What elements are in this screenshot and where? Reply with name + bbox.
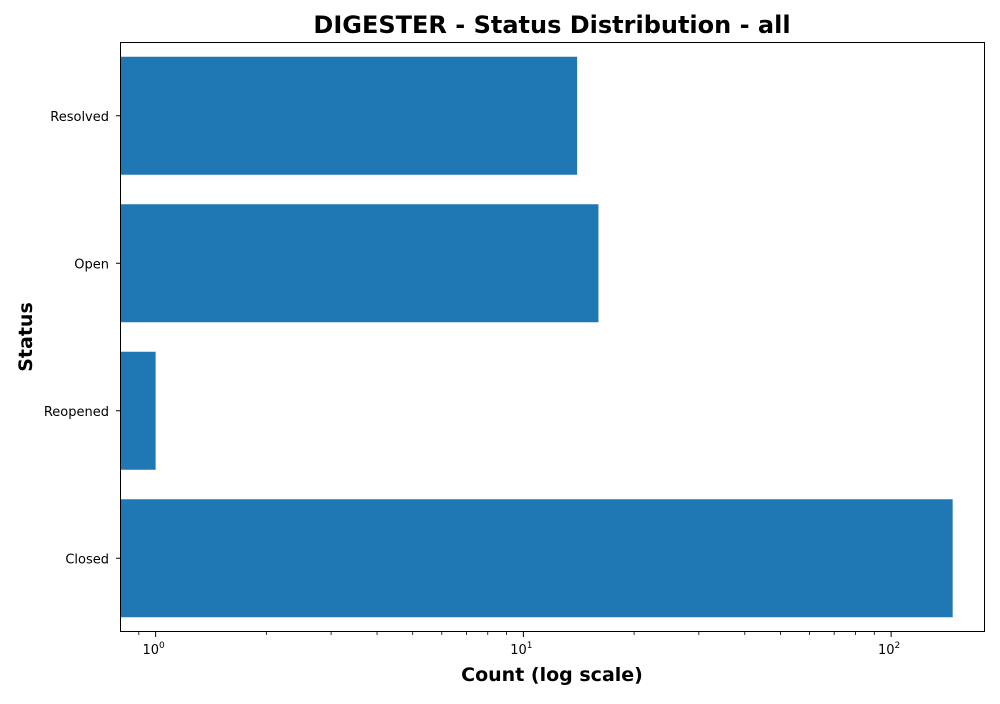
bar-resolved [120,57,577,175]
x-axis-ticks: 100 101 102 [139,632,900,658]
bars-layer [120,57,953,618]
x-tick-label: 102 [878,641,900,658]
chart-title: DIGESTER - Status Distribution - all [313,11,790,39]
bar-open [120,204,598,322]
y-tick-label: Resolved [50,110,109,125]
x-tick-label: 101 [510,641,532,658]
y-tick-label: Open [74,257,109,272]
bar-closed [120,499,953,617]
y-axis-ticks: Resolved Open Reopened Closed [44,110,120,568]
y-axis-label: Status [15,302,37,372]
bar-reopened [120,352,156,470]
x-tick-label: 100 [142,641,165,658]
y-tick-label: Closed [65,552,109,567]
x-axis-label: Count (log scale) [461,664,643,686]
y-tick-label: Reopened [44,405,109,420]
